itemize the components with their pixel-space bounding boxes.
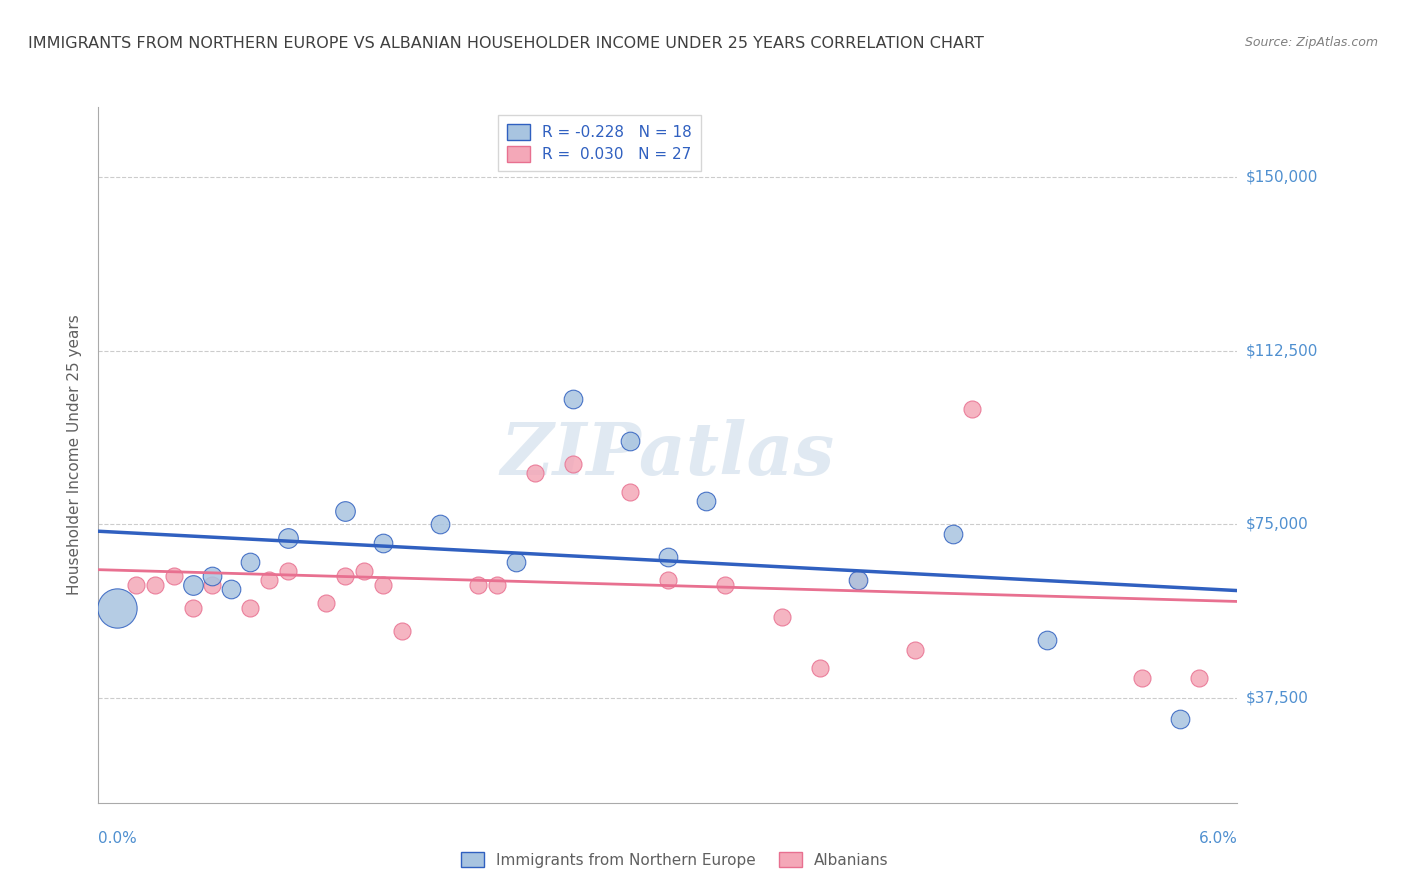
- Text: Source: ZipAtlas.com: Source: ZipAtlas.com: [1244, 36, 1378, 49]
- Point: [714, 578, 737, 592]
- Point: [429, 517, 451, 532]
- Legend: R = -0.228   N = 18, R =  0.030   N = 27: R = -0.228 N = 18, R = 0.030 N = 27: [498, 115, 702, 171]
- Point: [1188, 671, 1211, 685]
- Text: $75,000: $75,000: [1246, 517, 1309, 532]
- Point: [1036, 633, 1059, 648]
- Point: [695, 494, 717, 508]
- Text: $112,500: $112,500: [1246, 343, 1317, 358]
- Point: [259, 573, 281, 587]
- Point: [960, 401, 983, 416]
- Point: [846, 573, 869, 587]
- Y-axis label: Householder Income Under 25 years: Householder Income Under 25 years: [67, 315, 83, 595]
- Point: [335, 503, 357, 517]
- Point: [562, 392, 585, 407]
- Point: [239, 555, 262, 569]
- Legend: Immigrants from Northern Europe, Albanians: Immigrants from Northern Europe, Albania…: [454, 844, 896, 875]
- Point: [277, 564, 299, 578]
- Point: [239, 601, 262, 615]
- Point: [107, 601, 129, 615]
- Point: [657, 549, 679, 564]
- Point: [657, 573, 679, 587]
- Point: [486, 578, 509, 592]
- Point: [125, 578, 148, 592]
- Point: [942, 526, 965, 541]
- Text: ZIPatlas: ZIPatlas: [501, 419, 835, 491]
- Point: [145, 578, 167, 592]
- Point: [353, 564, 375, 578]
- Point: [808, 661, 831, 675]
- Point: [524, 467, 547, 481]
- Point: [505, 555, 527, 569]
- Point: [562, 457, 585, 471]
- Point: [335, 568, 357, 582]
- Point: [163, 568, 186, 582]
- Point: [371, 578, 394, 592]
- Point: [1132, 671, 1154, 685]
- Text: 6.0%: 6.0%: [1198, 830, 1237, 846]
- Point: [619, 434, 641, 448]
- Point: [201, 568, 224, 582]
- Point: [770, 610, 793, 624]
- Text: $150,000: $150,000: [1246, 169, 1317, 184]
- Point: [846, 573, 869, 587]
- Point: [183, 578, 205, 592]
- Point: [1170, 712, 1192, 726]
- Point: [619, 485, 641, 500]
- Text: IMMIGRANTS FROM NORTHERN EUROPE VS ALBANIAN HOUSEHOLDER INCOME UNDER 25 YEARS CO: IMMIGRANTS FROM NORTHERN EUROPE VS ALBAN…: [28, 36, 984, 51]
- Point: [221, 582, 243, 597]
- Point: [371, 536, 394, 550]
- Text: $37,500: $37,500: [1246, 691, 1309, 706]
- Point: [277, 532, 299, 546]
- Text: 0.0%: 0.0%: [98, 830, 138, 846]
- Point: [391, 624, 413, 639]
- Point: [183, 601, 205, 615]
- Point: [467, 578, 489, 592]
- Point: [201, 578, 224, 592]
- Point: [904, 642, 927, 657]
- Point: [315, 596, 337, 610]
